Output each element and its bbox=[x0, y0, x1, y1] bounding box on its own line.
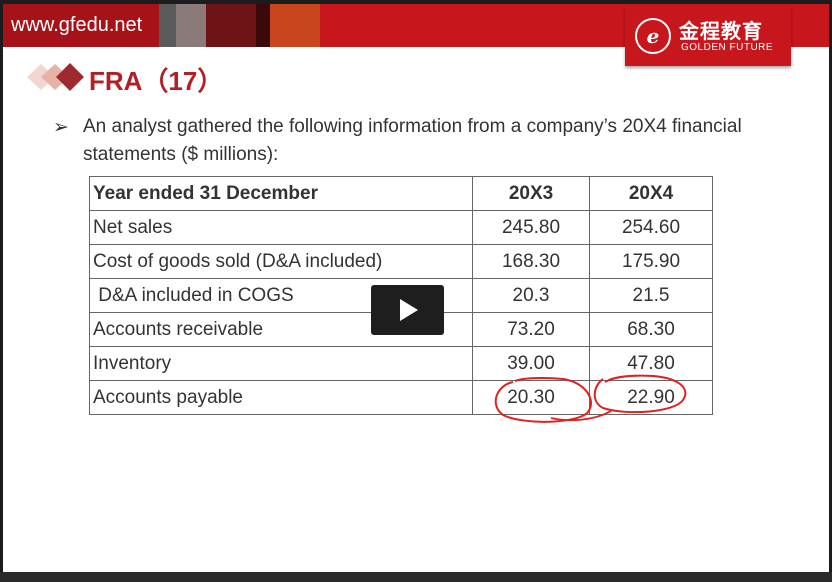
player-bottom-bar bbox=[0, 572, 832, 582]
table-row: Net sales 245.80 254.60 bbox=[89, 210, 713, 245]
header-stripe bbox=[159, 4, 176, 47]
intro-text: An analyst gathered the following inform… bbox=[83, 116, 742, 165]
column-header: Year ended 31 December bbox=[89, 176, 473, 211]
cell-value: 68.30 bbox=[589, 312, 713, 347]
cell-value: 73.20 bbox=[472, 312, 590, 347]
row-label: Accounts payable bbox=[89, 380, 473, 415]
cell-value: 20.30 bbox=[472, 380, 590, 415]
logo-seal-icon: e bbox=[635, 18, 671, 54]
site-url: www.gfedu.net bbox=[3, 4, 159, 47]
table-row: Accounts receivable 73.20 68.30 bbox=[89, 312, 713, 347]
handwritten-annotation bbox=[494, 374, 687, 423]
diamond-icon bbox=[27, 63, 84, 91]
cell-value: 39.00 bbox=[472, 346, 590, 381]
cell-value: 254.60 bbox=[589, 210, 713, 245]
slide: www.gfedu.net e 金程教育 GOLDEN FUTURE FRA（1… bbox=[3, 4, 829, 572]
play-icon bbox=[400, 299, 418, 321]
header-stripe bbox=[176, 4, 206, 47]
table-row: Inventory 39.00 47.80 bbox=[89, 346, 713, 381]
slide-title: FRA（17） bbox=[89, 66, 224, 96]
logo-cn-text: 金程教育 bbox=[679, 21, 763, 43]
golden-future-logo: e 金程教育 GOLDEN FUTURE bbox=[625, 6, 791, 66]
table-row: Cost of goods sold (D&A included) 168.30… bbox=[89, 244, 713, 279]
bullet-arrow-icon: ➢ bbox=[53, 117, 69, 138]
cell-value: 20.3 bbox=[472, 278, 590, 313]
header-stripe bbox=[206, 4, 256, 47]
cell-value: 21.5 bbox=[589, 278, 713, 313]
cell-value: 175.90 bbox=[589, 244, 713, 279]
financial-table: Year ended 31 December 20X3 20X4 Net sal… bbox=[89, 176, 713, 415]
row-label: Cost of goods sold (D&A included) bbox=[89, 244, 473, 279]
header-stripe bbox=[270, 4, 320, 47]
logo-en-text: GOLDEN FUTURE bbox=[681, 42, 774, 53]
cell-value: 245.80 bbox=[472, 210, 590, 245]
column-header: 20X4 bbox=[589, 176, 713, 211]
table-header-row: Year ended 31 December 20X3 20X4 bbox=[89, 176, 713, 211]
video-play-button[interactable] bbox=[371, 285, 444, 335]
row-label: Inventory bbox=[89, 346, 473, 381]
header-stripe bbox=[256, 4, 270, 47]
